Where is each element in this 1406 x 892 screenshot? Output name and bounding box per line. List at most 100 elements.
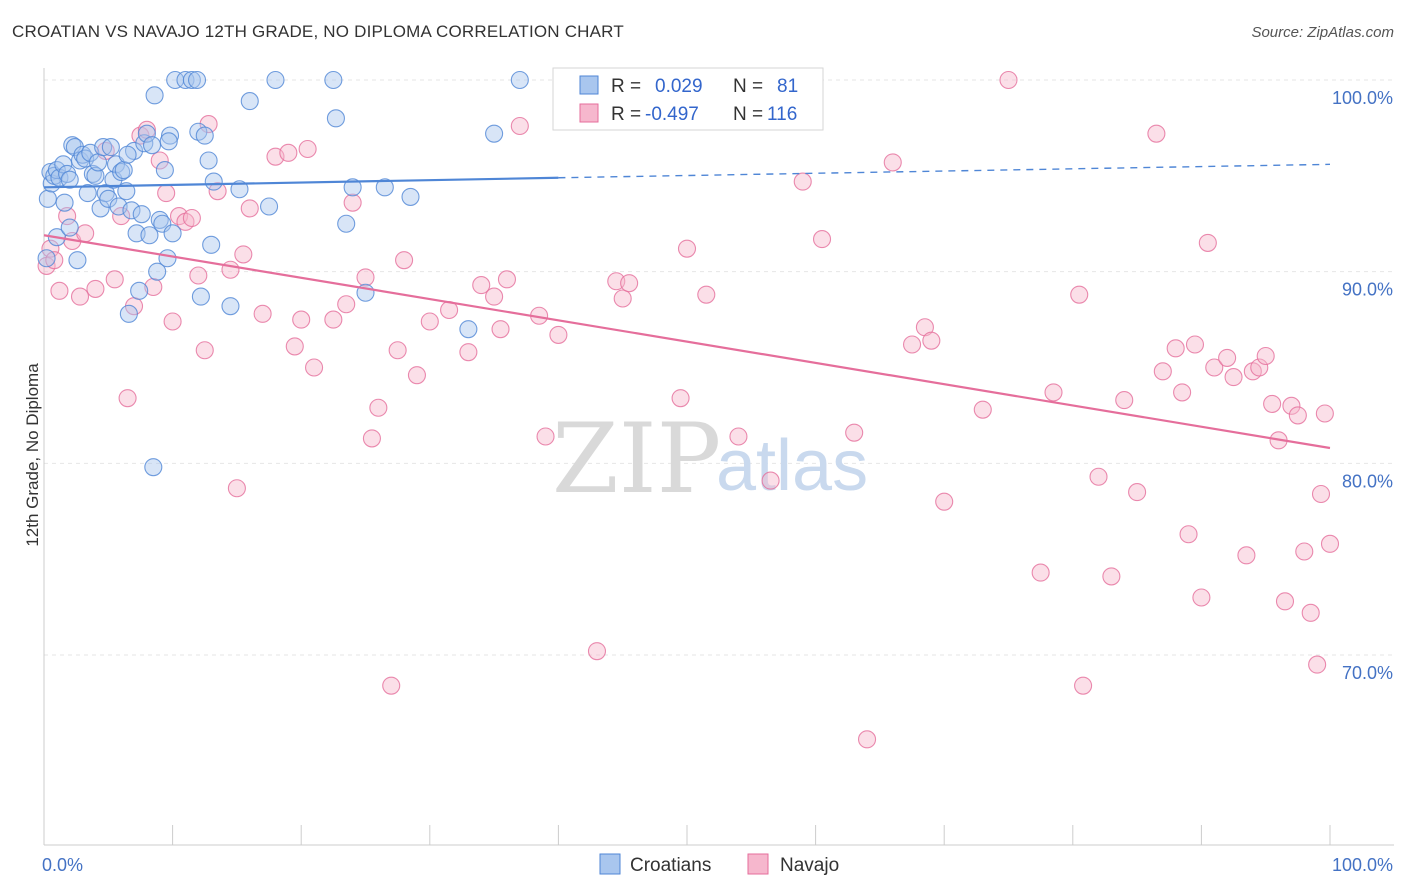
croatians-point-47 — [155, 161, 174, 180]
croatians-n-label: N = — [733, 76, 763, 97]
navajo-point-8 — [86, 279, 105, 298]
croatians-point-43 — [145, 86, 164, 105]
navajo-point-36 — [298, 139, 317, 159]
navajo-point-64 — [671, 389, 690, 408]
croatians-point-73 — [459, 320, 478, 339]
navajo-point-54 — [497, 270, 517, 289]
navajo-point-81 — [999, 70, 1018, 90]
navajo-point-73 — [845, 423, 864, 442]
navajo-point-100 — [1224, 368, 1243, 387]
navajo-point-57 — [536, 427, 555, 446]
navajo-point-109 — [1288, 406, 1307, 425]
croatians-trendline-extension — [558, 163, 1331, 179]
y-tick-label-2: 80.0% — [1342, 471, 1393, 491]
croatians-legend-swatch — [579, 75, 599, 95]
navajo-point-66 — [697, 285, 716, 304]
croatians-point-54 — [187, 70, 207, 90]
croatians-point-79 — [159, 132, 178, 151]
navajo-trendline — [43, 234, 1331, 450]
navajo-point-94 — [1179, 525, 1198, 544]
navajo-point-51 — [472, 276, 491, 295]
croatians-point-61 — [221, 297, 240, 316]
croatians-point-58 — [199, 151, 218, 170]
navajo-point-24 — [195, 341, 214, 360]
croatians-point-0 — [38, 189, 57, 208]
y-tick-labels: 100.0% 90.0% 80.0% 70.0% — [1332, 88, 1393, 683]
navajo-point-90 — [1147, 124, 1166, 143]
navajo-point-113 — [1311, 484, 1331, 504]
croatians-point-49 — [160, 126, 180, 145]
navajo-point-92 — [1166, 339, 1185, 358]
navajo-point-29 — [234, 245, 253, 264]
navajo-point-6 — [70, 287, 90, 306]
navajo-series-label: Navajo — [780, 855, 839, 876]
navajo-point-12 — [118, 389, 137, 408]
navajo-series-swatch — [747, 853, 769, 875]
x-tick-label-0: 0.0% — [42, 855, 83, 875]
navajo-point-55 — [510, 116, 529, 136]
croatians-point-42 — [144, 458, 163, 477]
navajo-point-35 — [292, 310, 311, 329]
navajo-point-17 — [150, 151, 169, 170]
croatians-point-64 — [259, 197, 279, 216]
navajo-point-37 — [305, 358, 324, 377]
trendlines — [43, 163, 1331, 450]
croatians-point-80 — [37, 249, 56, 268]
croatians-point-57 — [195, 126, 214, 145]
navajo-point-82 — [1031, 563, 1050, 582]
croatians-point-78 — [118, 145, 137, 164]
croatians-point-16 — [78, 184, 97, 203]
stats-legend: R = 0.029 N = 81 R = -0.497 N = 116 — [552, 67, 824, 131]
croatians-point-69 — [343, 178, 362, 197]
navajo-point-42 — [362, 429, 381, 448]
navajo-point-61 — [613, 289, 632, 308]
croatians-point-40 — [140, 226, 159, 245]
navajo-point-52 — [485, 287, 504, 306]
navajo-point-96 — [1192, 588, 1211, 607]
navajo-point-103 — [1250, 358, 1269, 377]
croatians-point-37 — [132, 205, 151, 224]
croatians-point-19 — [86, 166, 105, 185]
croatians-point-67 — [326, 109, 345, 128]
y-tick-label-3: 70.0% — [1342, 663, 1393, 683]
navajo-point-47 — [407, 366, 426, 385]
navajo-point-62 — [620, 274, 639, 293]
navajo-point-7 — [76, 224, 95, 243]
navajo-point-4 — [58, 207, 77, 226]
croatians-points — [37, 70, 529, 477]
croatians-point-63 — [240, 92, 259, 111]
navajo-n-label: N = — [733, 104, 763, 125]
navajo-point-110 — [1295, 542, 1314, 561]
croatians-n-value: 81 — [777, 76, 798, 97]
croatians-point-39 — [137, 124, 156, 143]
y-axis-label: 12th Grade, No Diploma — [23, 363, 42, 547]
watermark-zip: ZIP — [552, 403, 721, 515]
croatians-point-71 — [375, 178, 394, 197]
navajo-point-53 — [491, 320, 510, 339]
navajo-point-40 — [343, 193, 362, 212]
navajo-point-25 — [199, 115, 218, 134]
navajo-point-93 — [1173, 383, 1192, 402]
chart-title: CROATIAN VS NAVAJO 12TH GRADE, NO DIPLOM… — [12, 22, 624, 41]
croatians-point-56 — [191, 287, 210, 306]
croatians-point-44 — [148, 262, 167, 281]
navajo-point-2 — [45, 251, 64, 270]
navajo-point-111 — [1301, 603, 1320, 622]
navajo-point-99 — [1218, 348, 1237, 367]
navajo-point-78 — [922, 331, 941, 350]
navajo-point-101 — [1237, 546, 1256, 565]
navajo-point-31 — [253, 304, 272, 323]
croatians-point-72 — [401, 187, 420, 206]
croatians-point-53 — [182, 70, 201, 90]
croatians-point-66 — [324, 70, 343, 90]
navajo-point-43 — [369, 398, 388, 417]
croatians-point-30 — [114, 161, 133, 180]
croatians-point-25 — [101, 138, 120, 157]
navajo-point-30 — [240, 199, 259, 218]
navajo-point-88 — [1115, 391, 1134, 410]
navajo-point-74 — [857, 730, 877, 749]
navajo-point-18 — [157, 184, 176, 203]
x-tick-label-1: 100.0% — [1332, 855, 1393, 875]
croatians-point-75 — [510, 70, 529, 90]
navajo-point-38 — [324, 310, 343, 329]
